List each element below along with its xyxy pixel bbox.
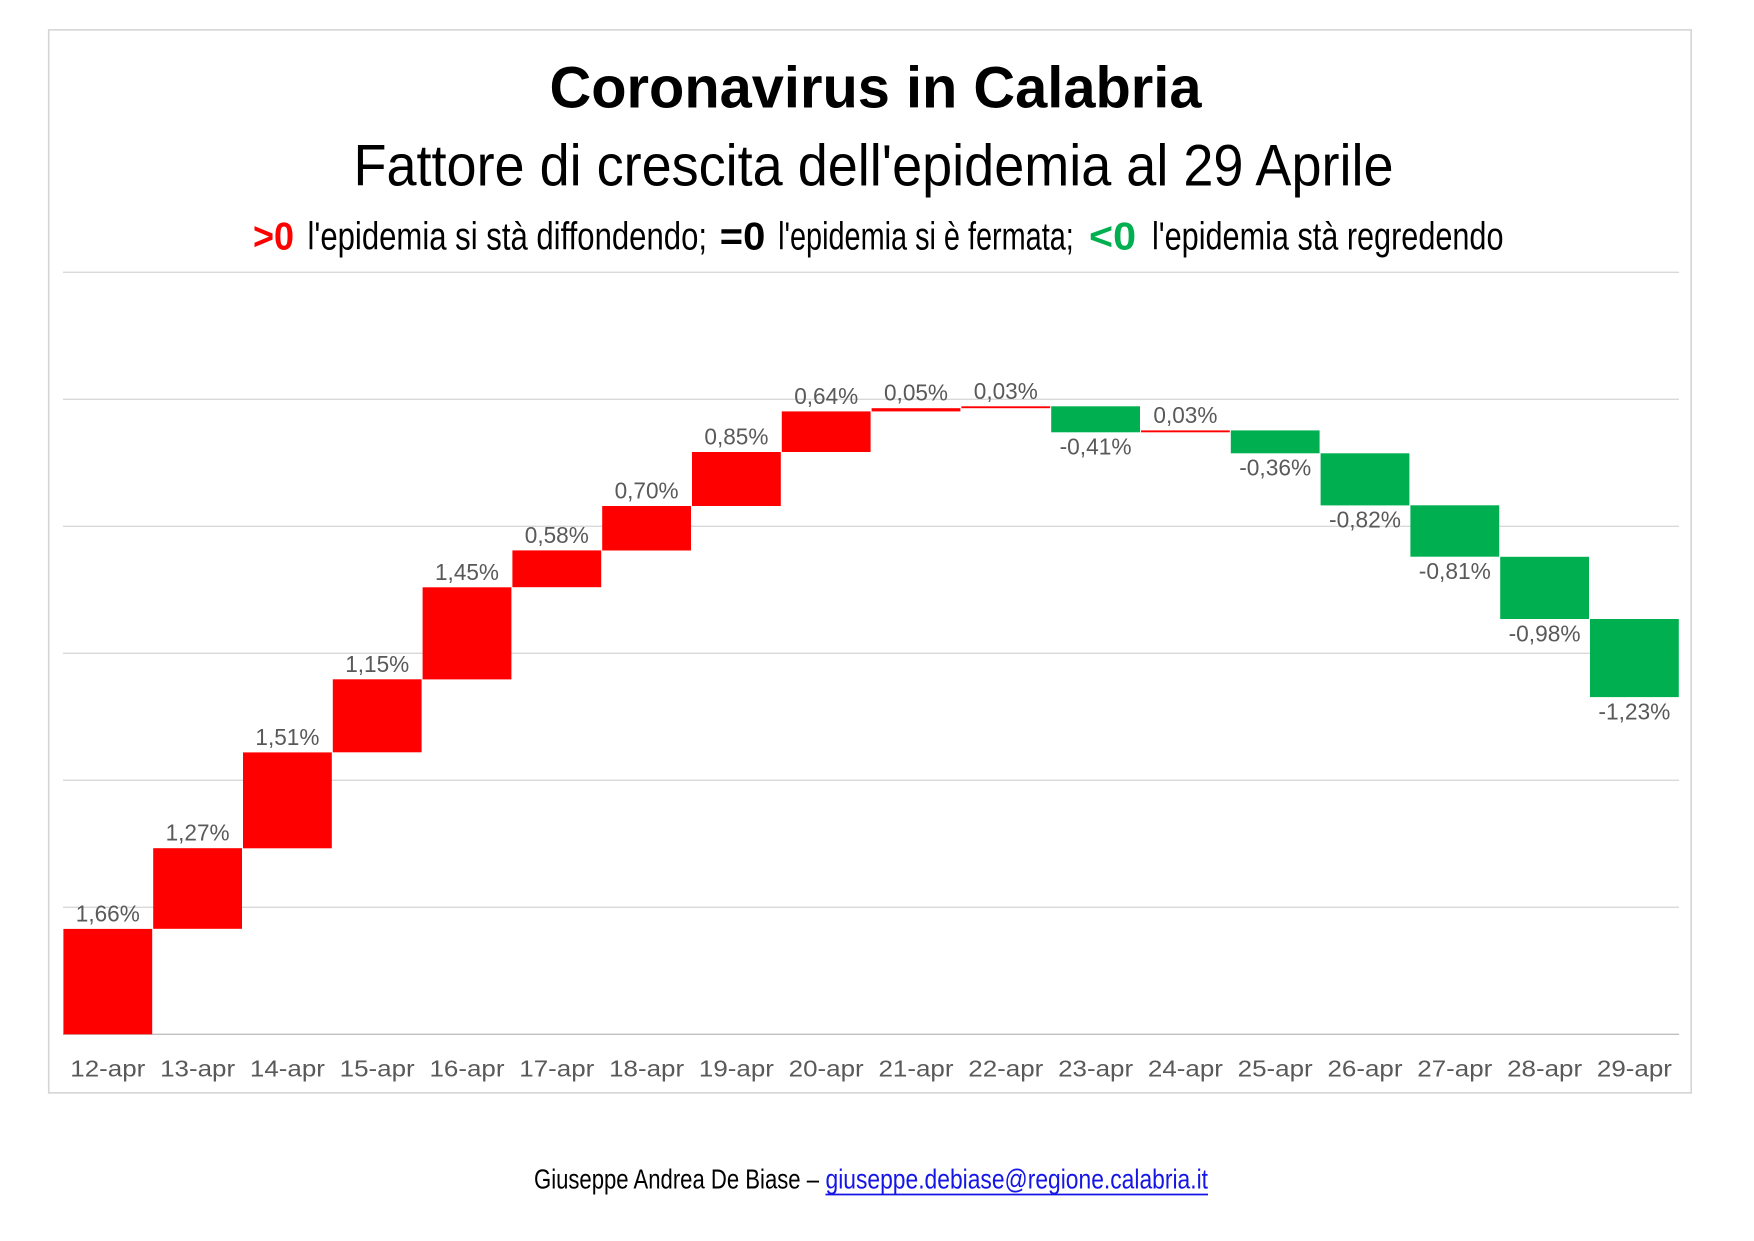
svg-text:18-apr: 18-apr: [609, 1056, 684, 1082]
svg-text:22-apr: 22-apr: [968, 1056, 1043, 1082]
svg-text:giuseppe.debiase@regione.calab: giuseppe.debiase@regione.calabria.it: [826, 1164, 1209, 1195]
svg-text:Fattore di crescita dell'epide: Fattore di crescita dell'epidemia al 29 …: [354, 134, 1394, 199]
svg-text:16-apr: 16-apr: [430, 1056, 505, 1082]
svg-text:Giuseppe Andrea De Biase –: Giuseppe Andrea De Biase –: [534, 1164, 820, 1195]
svg-text:-0,36%: -0,36%: [1239, 455, 1311, 481]
svg-text:0,03%: 0,03%: [1153, 402, 1217, 428]
svg-text:12-apr: 12-apr: [70, 1056, 145, 1082]
svg-text:1,66%: 1,66%: [76, 900, 140, 926]
svg-text:13-apr: 13-apr: [160, 1056, 235, 1082]
svg-text:>0: >0: [253, 216, 294, 259]
svg-text:1,27%: 1,27%: [166, 820, 230, 846]
svg-text:l'epidemia si stà diffondendo;: l'epidemia si stà diffondendo;: [308, 216, 708, 259]
svg-text:-0,81%: -0,81%: [1419, 558, 1491, 584]
svg-text:<0: <0: [1089, 216, 1136, 259]
svg-text:1,51%: 1,51%: [255, 724, 319, 750]
svg-text:-1,23%: -1,23%: [1598, 698, 1670, 724]
svg-text:25-apr: 25-apr: [1238, 1056, 1313, 1082]
svg-text:l'epidemia si è fermata;: l'epidemia si è fermata;: [778, 216, 1074, 259]
svg-text:l'epidemia stà regredendo: l'epidemia stà regredendo: [1152, 216, 1504, 259]
svg-text:0,05%: 0,05%: [884, 380, 948, 406]
svg-text:0,64%: 0,64%: [794, 383, 858, 409]
svg-text:0,70%: 0,70%: [615, 478, 679, 504]
svg-text:1,15%: 1,15%: [345, 651, 409, 677]
svg-text:=0: =0: [720, 216, 766, 259]
svg-text:0,85%: 0,85%: [704, 424, 768, 450]
svg-text:20-apr: 20-apr: [789, 1056, 864, 1082]
svg-text:23-apr: 23-apr: [1058, 1056, 1133, 1082]
svg-text:-0,82%: -0,82%: [1329, 507, 1401, 533]
svg-text:Coronavirus in Calabria: Coronavirus in Calabria: [550, 56, 1203, 121]
svg-text:0,58%: 0,58%: [525, 522, 589, 548]
svg-text:14-apr: 14-apr: [250, 1056, 325, 1082]
svg-text:28-apr: 28-apr: [1507, 1056, 1582, 1082]
svg-text:-0,41%: -0,41%: [1060, 434, 1132, 460]
svg-text:0,03%: 0,03%: [974, 378, 1038, 404]
svg-text:26-apr: 26-apr: [1328, 1056, 1403, 1082]
svg-text:21-apr: 21-apr: [879, 1056, 954, 1082]
svg-text:15-apr: 15-apr: [340, 1056, 415, 1082]
svg-text:29-apr: 29-apr: [1597, 1056, 1672, 1082]
svg-text:24-apr: 24-apr: [1148, 1056, 1223, 1082]
svg-text:-0,98%: -0,98%: [1509, 620, 1581, 646]
svg-text:17-apr: 17-apr: [519, 1056, 594, 1082]
svg-text:1,45%: 1,45%: [435, 559, 499, 585]
svg-text:27-apr: 27-apr: [1417, 1056, 1492, 1082]
svg-text:19-apr: 19-apr: [699, 1056, 774, 1082]
